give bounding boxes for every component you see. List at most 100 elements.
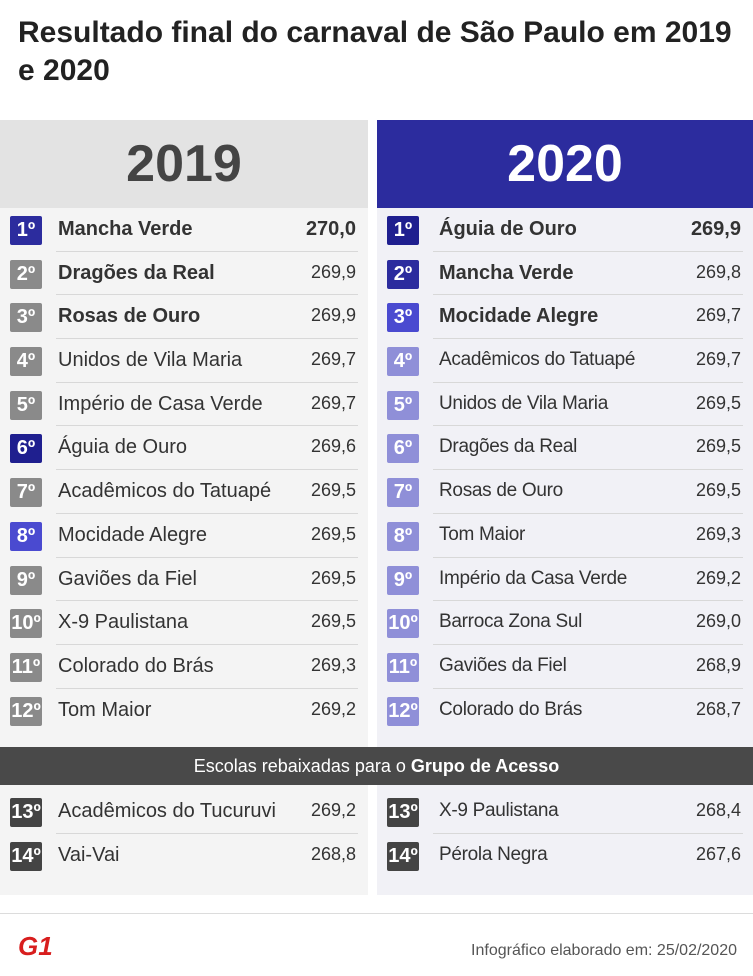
table-row: 3º Mocidade Alegre 269,7: [377, 295, 753, 339]
table-row: 14º Pérola Negra 267,6: [377, 834, 753, 878]
school-name: Gaviões da Fiel: [439, 654, 567, 676]
rank-badge: 14º: [387, 841, 419, 871]
school-name: Pérola Negra: [439, 843, 548, 865]
rank-badge: 14º: [10, 841, 42, 871]
score: 268,9: [695, 654, 741, 675]
rank-badge: 2º: [387, 259, 419, 289]
rank-badge: 3º: [387, 303, 419, 333]
score: 269,3: [310, 654, 356, 675]
table-row: 5º Unidos de Vila Maria 269,5: [377, 383, 753, 427]
score: 269,5: [695, 436, 741, 457]
score: 268,7: [695, 698, 741, 719]
rank-badge: 10º: [10, 609, 42, 639]
school-name: Tom Maior: [439, 523, 525, 545]
rank-badge: 2º: [10, 259, 42, 289]
rank-badge: 5º: [10, 390, 42, 420]
rank-badge: 1º: [10, 216, 42, 245]
table-row: 1º Mancha Verde 270,0: [0, 208, 368, 252]
score: 269,2: [310, 800, 356, 820]
score: 269,0: [695, 611, 741, 632]
score: 269,7: [310, 349, 356, 370]
table-row: 11º Colorado do Brás 269,3: [0, 645, 368, 689]
rank-badge: 10º: [387, 609, 419, 639]
table-row: 9º Gaviões da Fiel 269,5: [0, 558, 368, 602]
relegation-group: Grupo de Acesso: [410, 755, 560, 776]
school-name: Mancha Verde: [58, 218, 193, 240]
school-name: Tom Maior: [58, 698, 152, 721]
school-name: X-9 Paulistana: [439, 800, 559, 821]
rank-badge: 4º: [387, 347, 419, 377]
table-row: 6º Águia de Ouro 269,6: [0, 426, 368, 470]
table-row: 11º Gaviões da Fiel 268,9: [377, 645, 753, 689]
table-row: 4º Unidos de Vila Maria 269,7: [0, 339, 368, 383]
rank-badge: 13º: [10, 798, 42, 827]
table-row: 12º Tom Maior 269,2: [0, 689, 368, 733]
score: 269,5: [310, 523, 356, 544]
table-row: 14º Vai-Vai 268,8: [0, 834, 368, 878]
table-row: 13º X-9 Paulistana 268,4: [377, 790, 753, 834]
table-row: 1º Águia de Ouro 269,9: [377, 208, 753, 252]
school-name: Barroca Zona Sul: [439, 611, 583, 633]
rank-badge: 6º: [387, 434, 419, 464]
school-name: Unidos de Vila Maria: [439, 392, 608, 414]
table-row: 7º Rosas de Ouro 269,5: [377, 470, 753, 514]
rank-badge: 12º: [387, 696, 419, 726]
table-row: 4º Acadêmicos do Tatuapé 269,7: [377, 339, 753, 383]
school-name: Império da Casa Verde: [439, 567, 628, 589]
school-name: Águia de Ouro: [439, 218, 577, 240]
school-name: X-9 Paulistana: [58, 611, 189, 634]
rank-badge: 12º: [10, 696, 42, 726]
score: 269,9: [310, 305, 356, 326]
table-row: 9º Império da Casa Verde 269,2: [377, 558, 753, 602]
school-name: Império de Casa Verde: [58, 392, 263, 415]
table-row: 7º Acadêmicos do Tatuapé 269,5: [0, 470, 368, 514]
school-name: Acadêmicos do Tatuapé: [58, 480, 272, 503]
rank-badge: 11º: [10, 652, 42, 682]
score: 267,6: [695, 843, 741, 864]
rank-badge: 8º: [387, 521, 419, 551]
score: 269,2: [695, 567, 741, 588]
rank-badge: 1º: [387, 216, 419, 245]
score: 269,5: [695, 392, 741, 413]
table-row: 10º Barroca Zona Sul 269,0: [377, 601, 753, 645]
table-row: 10º X-9 Paulistana 269,5: [0, 601, 368, 645]
rank-badge: 6º: [10, 434, 42, 464]
year-header-2020: 2020: [377, 120, 753, 208]
ranking-list-2020: 1º Águia de Ouro 269,9 2º Mancha Verde 269,8 3…: [377, 208, 753, 732]
table-row: 8º Mocidade Alegre 269,5: [0, 514, 368, 558]
relegation-banner: Escolas rebaixadas para o Grupo de Acess…: [0, 747, 753, 785]
score: 269,2: [310, 698, 356, 719]
table-row: 3º Rosas de Ouro 269,9: [0, 295, 368, 339]
score: 269,6: [310, 436, 356, 457]
score: 269,5: [695, 480, 741, 501]
table-row: 2º Dragões da Real 269,9: [0, 252, 368, 296]
score: 269,9: [690, 218, 741, 240]
rank-badge: 8º: [10, 521, 42, 551]
school-name: Mancha Verde: [439, 261, 574, 284]
school-name: Acadêmicos do Tucuruvi: [58, 800, 276, 822]
relegated-list-2020: 13º X-9 Paulistana 268,4 14º Pérola Negra 267…: [377, 790, 753, 877]
school-name: Colorado do Brás: [439, 698, 583, 720]
svg-text:G1: G1: [18, 932, 53, 958]
relegated-list-2019: 13º Acadêmicos do Tucuruvi 269,2 14º Vai-Vai…: [0, 790, 368, 877]
score: 269,7: [695, 349, 741, 370]
page-title: Resultado final do carnaval de São Paulo…: [18, 16, 732, 87]
school-name: Águia de Ouro: [58, 436, 187, 459]
school-name: Dragões da Real: [58, 261, 215, 284]
rank-badge: 9º: [387, 565, 419, 595]
score: 269,5: [310, 567, 356, 588]
score: 269,3: [695, 523, 741, 544]
rank-badge: 5º: [387, 390, 419, 420]
relegation-text: Escolas rebaixadas para o: [193, 755, 406, 776]
rank-badge: 3º: [10, 303, 42, 333]
score: 268,8: [310, 843, 356, 864]
school-name: Dragões da Real: [439, 436, 578, 458]
school-name: Colorado do Brás: [58, 654, 214, 677]
school-name: Gaviões da Fiel: [58, 567, 197, 590]
g1-logo-icon: G1: [18, 932, 53, 958]
footer-credit: Infográfico elaborado em: 25/02/2020: [471, 942, 737, 959]
score: 269,7: [695, 305, 741, 326]
rank-badge: 7º: [10, 478, 42, 508]
score: 269,5: [310, 611, 356, 632]
rank-badge: 9º: [10, 565, 42, 595]
